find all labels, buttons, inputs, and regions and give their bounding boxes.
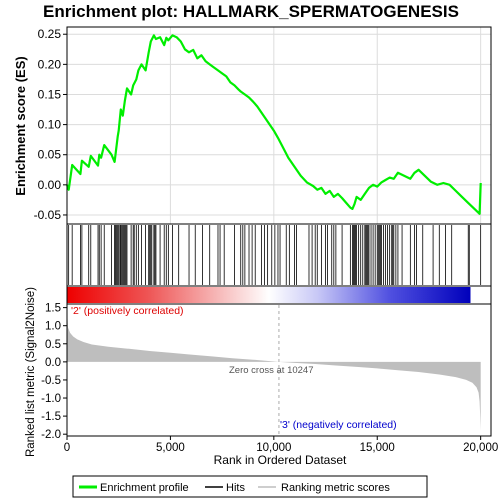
- legend-metric-label: Ranking metric scores: [281, 482, 390, 494]
- es-y-tick-label: 0.05: [38, 148, 62, 162]
- metric-y-tick-label: 0.0: [45, 357, 61, 369]
- x-tick-label: 20,000: [463, 442, 498, 454]
- x-tick-label: 15,000: [360, 442, 395, 454]
- metric-y-axis-label: Ranked list metric (Signal2Noise): [25, 287, 37, 457]
- x-tick-label: 5,000: [156, 442, 185, 454]
- es-y-tick-label: -0.05: [34, 208, 62, 222]
- hits-panel: [66, 223, 492, 287]
- zero-cross-label: Zero cross at 10247: [229, 365, 314, 376]
- es-plot-frame: [66, 26, 492, 225]
- es-panel: -0.05 0.00 0.05 0.10 0.15 0.20 0.25 Enrichment…: [13, 26, 492, 225]
- positive-correlation-label: '2' (positively correlated): [71, 305, 184, 317]
- rank-colorbar-panel: [66, 285, 492, 305]
- es-y-tick-label: 0.00: [38, 178, 62, 192]
- hit-markers: [68, 225, 482, 285]
- metric-y-tick-label: 1.0: [45, 321, 61, 333]
- hits-frame: [66, 223, 492, 287]
- es-y-axis-label: Enrichment score (ES): [13, 56, 28, 195]
- metric-panel: -2.0 -1.5 -1.0 -0.5 0.0 0.5 1.0 1.5 0 5,000 10,00…: [25, 287, 498, 467]
- legend: Enrichment profile Hits Ranking metric s…: [72, 475, 428, 498]
- es-gridlines: [66, 27, 491, 224]
- legend-enrichment-label: Enrichment profile: [100, 482, 189, 494]
- es-y-tick-label: 0.15: [38, 87, 62, 101]
- x-tick-label: 10,000: [256, 442, 291, 454]
- es-y-tick-label: 0.20: [38, 57, 62, 71]
- metric-plot-frame: [66, 303, 492, 437]
- metric-y-tick-label: -0.5: [41, 375, 61, 387]
- negative-correlation-label: '3' (negatively correlated): [280, 419, 397, 431]
- legend-box: [72, 475, 428, 498]
- es-y-tick-label: 0.10: [38, 118, 62, 132]
- x-axis-label: Rank in Ordered Dataset: [214, 453, 347, 467]
- enrichment-profile-line: [65, 34, 482, 215]
- metric-y-tick-label: -1.0: [41, 393, 61, 405]
- metric-y-tick-label: -1.5: [41, 411, 61, 423]
- metric-y-ticks: -2.0 -1.5 -1.0 -0.5 0.0 0.5 1.0 1.5: [41, 303, 67, 441]
- ranking-metric-area: [67, 309, 481, 431]
- x-tick-label: 0: [64, 442, 70, 454]
- es-y-tick-label: 0.25: [38, 27, 62, 41]
- es-y-ticks: -0.05 0.00 0.05 0.10 0.15 0.20 0.25: [34, 27, 67, 222]
- metric-y-tick-label: -2.0: [41, 429, 61, 441]
- legend-hits-label: Hits: [226, 482, 245, 494]
- metric-y-tick-label: 1.5: [45, 303, 61, 315]
- rank-colorbar: [67, 287, 471, 303]
- chart-title: Enrichment plot: HALLMARK_SPERMATOGENESI…: [43, 2, 459, 21]
- metric-y-tick-label: 0.5: [45, 339, 61, 351]
- metric-x-ticks: 0 5,000 10,000 15,000 20,000: [64, 436, 498, 454]
